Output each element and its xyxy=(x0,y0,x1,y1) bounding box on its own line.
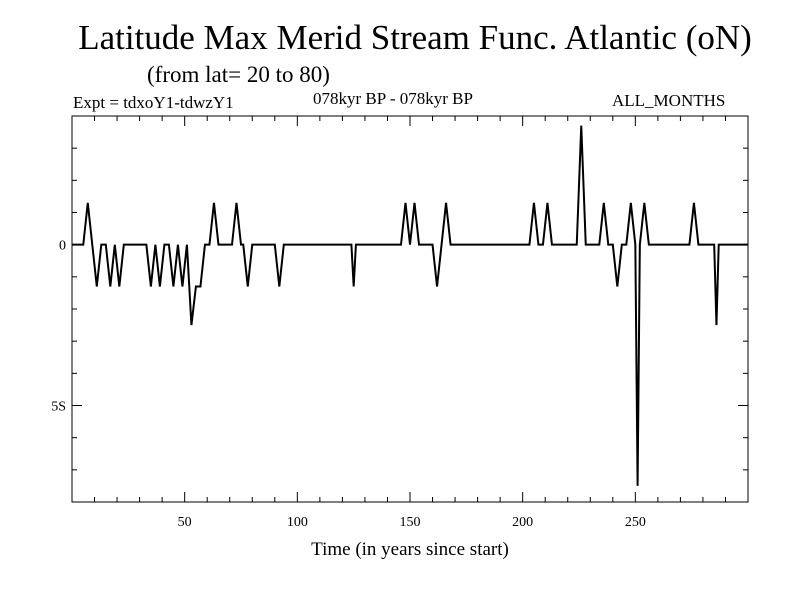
y-tick-label: 0 xyxy=(59,239,66,254)
tick-labels: 50 100 150 200 250 0 5S xyxy=(51,239,646,530)
experiment-label: Expt = tdxoY1-tdwzY1 xyxy=(73,93,234,112)
y-tick-label: 5S xyxy=(51,400,66,415)
x-tick-label: 50 xyxy=(178,515,192,530)
chart-subtitle: (from lat= 20 to 80) xyxy=(147,62,330,87)
x-tick-label: 100 xyxy=(287,515,308,530)
plot-frame xyxy=(71,115,749,503)
period-label: 078kyr BP - 078kyr BP xyxy=(313,89,473,108)
chart-title: Latitude Max Merid Stream Func. Atlantic… xyxy=(78,18,752,57)
x-axis-title: Time (in years since start) xyxy=(311,539,509,560)
x-tick-label: 250 xyxy=(625,515,646,530)
months-label: ALL_MONTHS xyxy=(612,91,726,110)
x-tick-label: 200 xyxy=(512,515,533,530)
series-line xyxy=(72,125,748,486)
tick-marks xyxy=(72,116,748,502)
x-tick-label: 150 xyxy=(400,515,421,530)
